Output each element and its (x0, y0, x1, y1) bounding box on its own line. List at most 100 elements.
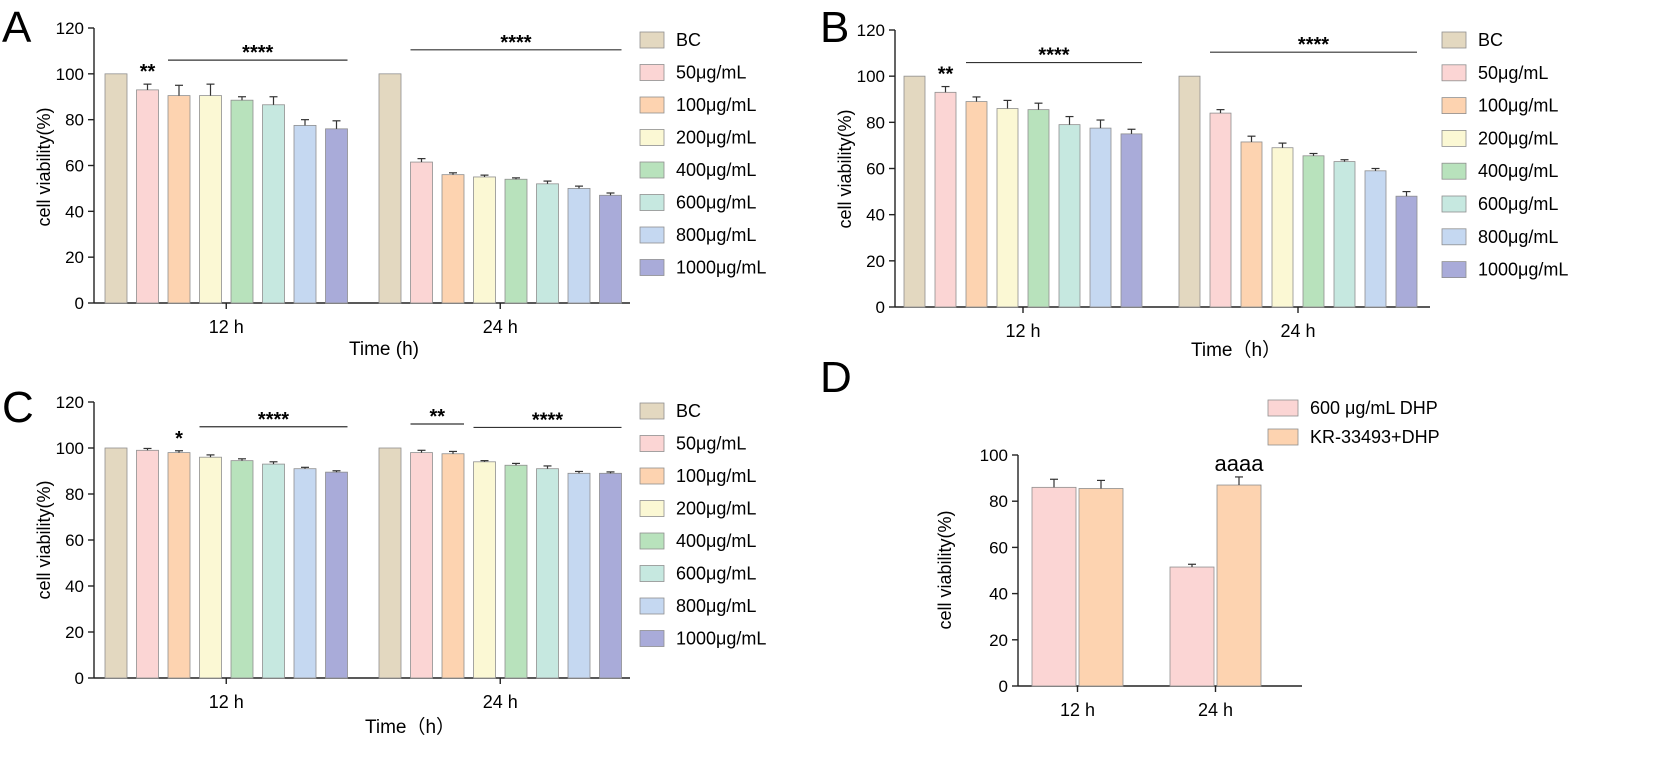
panel-c-bar (262, 463, 285, 679)
panel-c-legend-swatch (639, 565, 665, 582)
panel-a-legend-swatch (639, 96, 665, 114)
panel-b-legend-label: 600μg/mL (1478, 194, 1558, 214)
panel-b-legend-swatch (1441, 228, 1467, 246)
panel-label-a: A (2, 3, 32, 52)
panel-a-x-axis-title: Time (h) (349, 339, 419, 360)
panel-b-bar (934, 91, 957, 308)
panel-a-legend-swatch (639, 161, 665, 179)
panel-a-bar (441, 174, 465, 304)
panel-c-legend-label: 200μg/mL (676, 499, 756, 519)
panel-c-legend-swatch (639, 500, 665, 517)
panel-c-bar (325, 471, 348, 679)
panel-d-legend-swatch (1267, 428, 1299, 446)
panel-c-significance-label: **** (532, 409, 563, 431)
panel-label-c: C (2, 383, 34, 432)
panel-b-bar (1058, 124, 1081, 308)
panel-c-significance-label: * (175, 428, 183, 450)
panel-a-bar (410, 161, 433, 304)
panel-c-y-tick-label: 0 (75, 669, 84, 688)
panel-c-legend-label: 600μg/mL (676, 564, 756, 584)
panel-d-bar (1169, 566, 1215, 687)
panel-a-y-axis-label: cell viability(%) (34, 107, 54, 226)
panel-b-legend-swatch (1441, 129, 1467, 147)
panel-a-legend-label: 200μg/mL (676, 128, 756, 148)
panel-c-legend-label: 800μg/mL (676, 596, 756, 616)
panel-b-bar (965, 101, 988, 308)
panel-a-x-category-label: 12 h (209, 317, 244, 337)
panel-b-y-tick-label: 120 (857, 21, 885, 40)
panel-b-y-tick-label: 40 (866, 206, 885, 225)
panel-a-bar (104, 73, 128, 304)
panel-c-legend-swatch (639, 435, 665, 452)
panel-a-legend-label: 600μg/mL (676, 193, 756, 213)
panel-c-y-tick-label: 100 (56, 439, 84, 458)
panel-b-legend-label: 400μg/mL (1478, 161, 1558, 181)
panel-a-legend-swatch (639, 64, 665, 81)
panel-a-x-category-label: 24 h (483, 317, 518, 337)
panel-a-significance-label: ** (140, 61, 156, 83)
panel-a-bar (325, 128, 348, 304)
panel-c-legend-swatch (639, 467, 665, 485)
panel-b-y-tick-label: 80 (866, 113, 885, 132)
panel-a-y-tick-label: 20 (65, 248, 84, 267)
panel-b-x-axis-title: Time（h） (1191, 339, 1281, 361)
panel-b-bar (1271, 147, 1294, 308)
panel-b-y-axis-label: cell viability(%) (835, 109, 855, 228)
panel-a-legend-label: 50μg/mL (676, 63, 746, 83)
panel-b-y-tick-label: 100 (857, 67, 885, 86)
panel-c-bar (441, 453, 465, 679)
panel-b-significance-label: ** (938, 64, 954, 86)
panel-b-y-tick-label: 0 (876, 298, 885, 317)
panel-a-y-tick-label: 0 (75, 294, 84, 313)
panel-a-legend-swatch (639, 259, 665, 276)
panel-a-bar (536, 183, 559, 304)
panel-a-bar (262, 104, 285, 304)
panel-b-x-category-label: 12 h (1005, 321, 1040, 341)
panel-b-legend-swatch (1441, 97, 1467, 114)
panel-a-legend-label: BC (676, 30, 701, 50)
panel-b-bar (1395, 195, 1418, 308)
panel-a-bar (378, 73, 402, 304)
panel-a-legend-label: 400μg/mL (676, 160, 756, 180)
panel-c-legend-label: 50μg/mL (676, 434, 746, 454)
panel-a-legend-label: 1000μg/mL (676, 258, 766, 278)
panel-d-bar (1031, 486, 1077, 687)
panel-c-x-category-label: 12 h (209, 692, 244, 712)
panel-d-legend-swatch (1267, 399, 1299, 417)
panel-c-bar (167, 452, 191, 679)
panel-c-bar (473, 461, 496, 679)
panel-d-y-tick-label: 100 (980, 446, 1008, 465)
panel-d-bar (1078, 488, 1124, 687)
panel-d-x-category-label: 24 h (1198, 700, 1233, 720)
panel-a-significance-label: **** (500, 32, 531, 54)
panel-c-significance-label: ** (429, 406, 445, 428)
panel-a-bar (567, 188, 591, 304)
panel-c-legend-swatch (639, 597, 665, 615)
panel-b-legend-swatch (1441, 195, 1467, 213)
panel-b-legend-label: 100μg/mL (1478, 96, 1558, 116)
panel-d-y-tick-label: 0 (999, 677, 1008, 696)
panel-a-legend-label: 800μg/mL (676, 225, 756, 245)
panel-c-y-tick-label: 80 (65, 485, 84, 504)
panel-b-x-category-label: 24 h (1280, 321, 1315, 341)
panel-label-b: B (820, 3, 849, 52)
panel-c-legend-swatch (639, 630, 665, 647)
panel-c-bar (536, 468, 559, 679)
panel-c-y-axis-label: cell viability(%) (34, 480, 54, 599)
panel-c-x-category-label: 24 h (483, 692, 518, 712)
panel-d-bar (1216, 484, 1262, 687)
panel-c-legend-label: BC (676, 401, 701, 421)
panel-c-bar (567, 472, 591, 679)
panel-a-y-tick-label: 80 (65, 111, 84, 130)
panel-b-bar (1240, 141, 1263, 308)
panel-b-legend-label: 1000μg/mL (1478, 260, 1568, 280)
panel-d-y-tick-label: 60 (989, 538, 1008, 557)
panel-b-bar (1364, 170, 1387, 308)
panel-a-y-tick-label: 60 (65, 157, 84, 176)
panel-b-bar (1027, 109, 1050, 308)
panel-c-bar (293, 468, 317, 679)
panel-b-bar (1333, 161, 1356, 308)
